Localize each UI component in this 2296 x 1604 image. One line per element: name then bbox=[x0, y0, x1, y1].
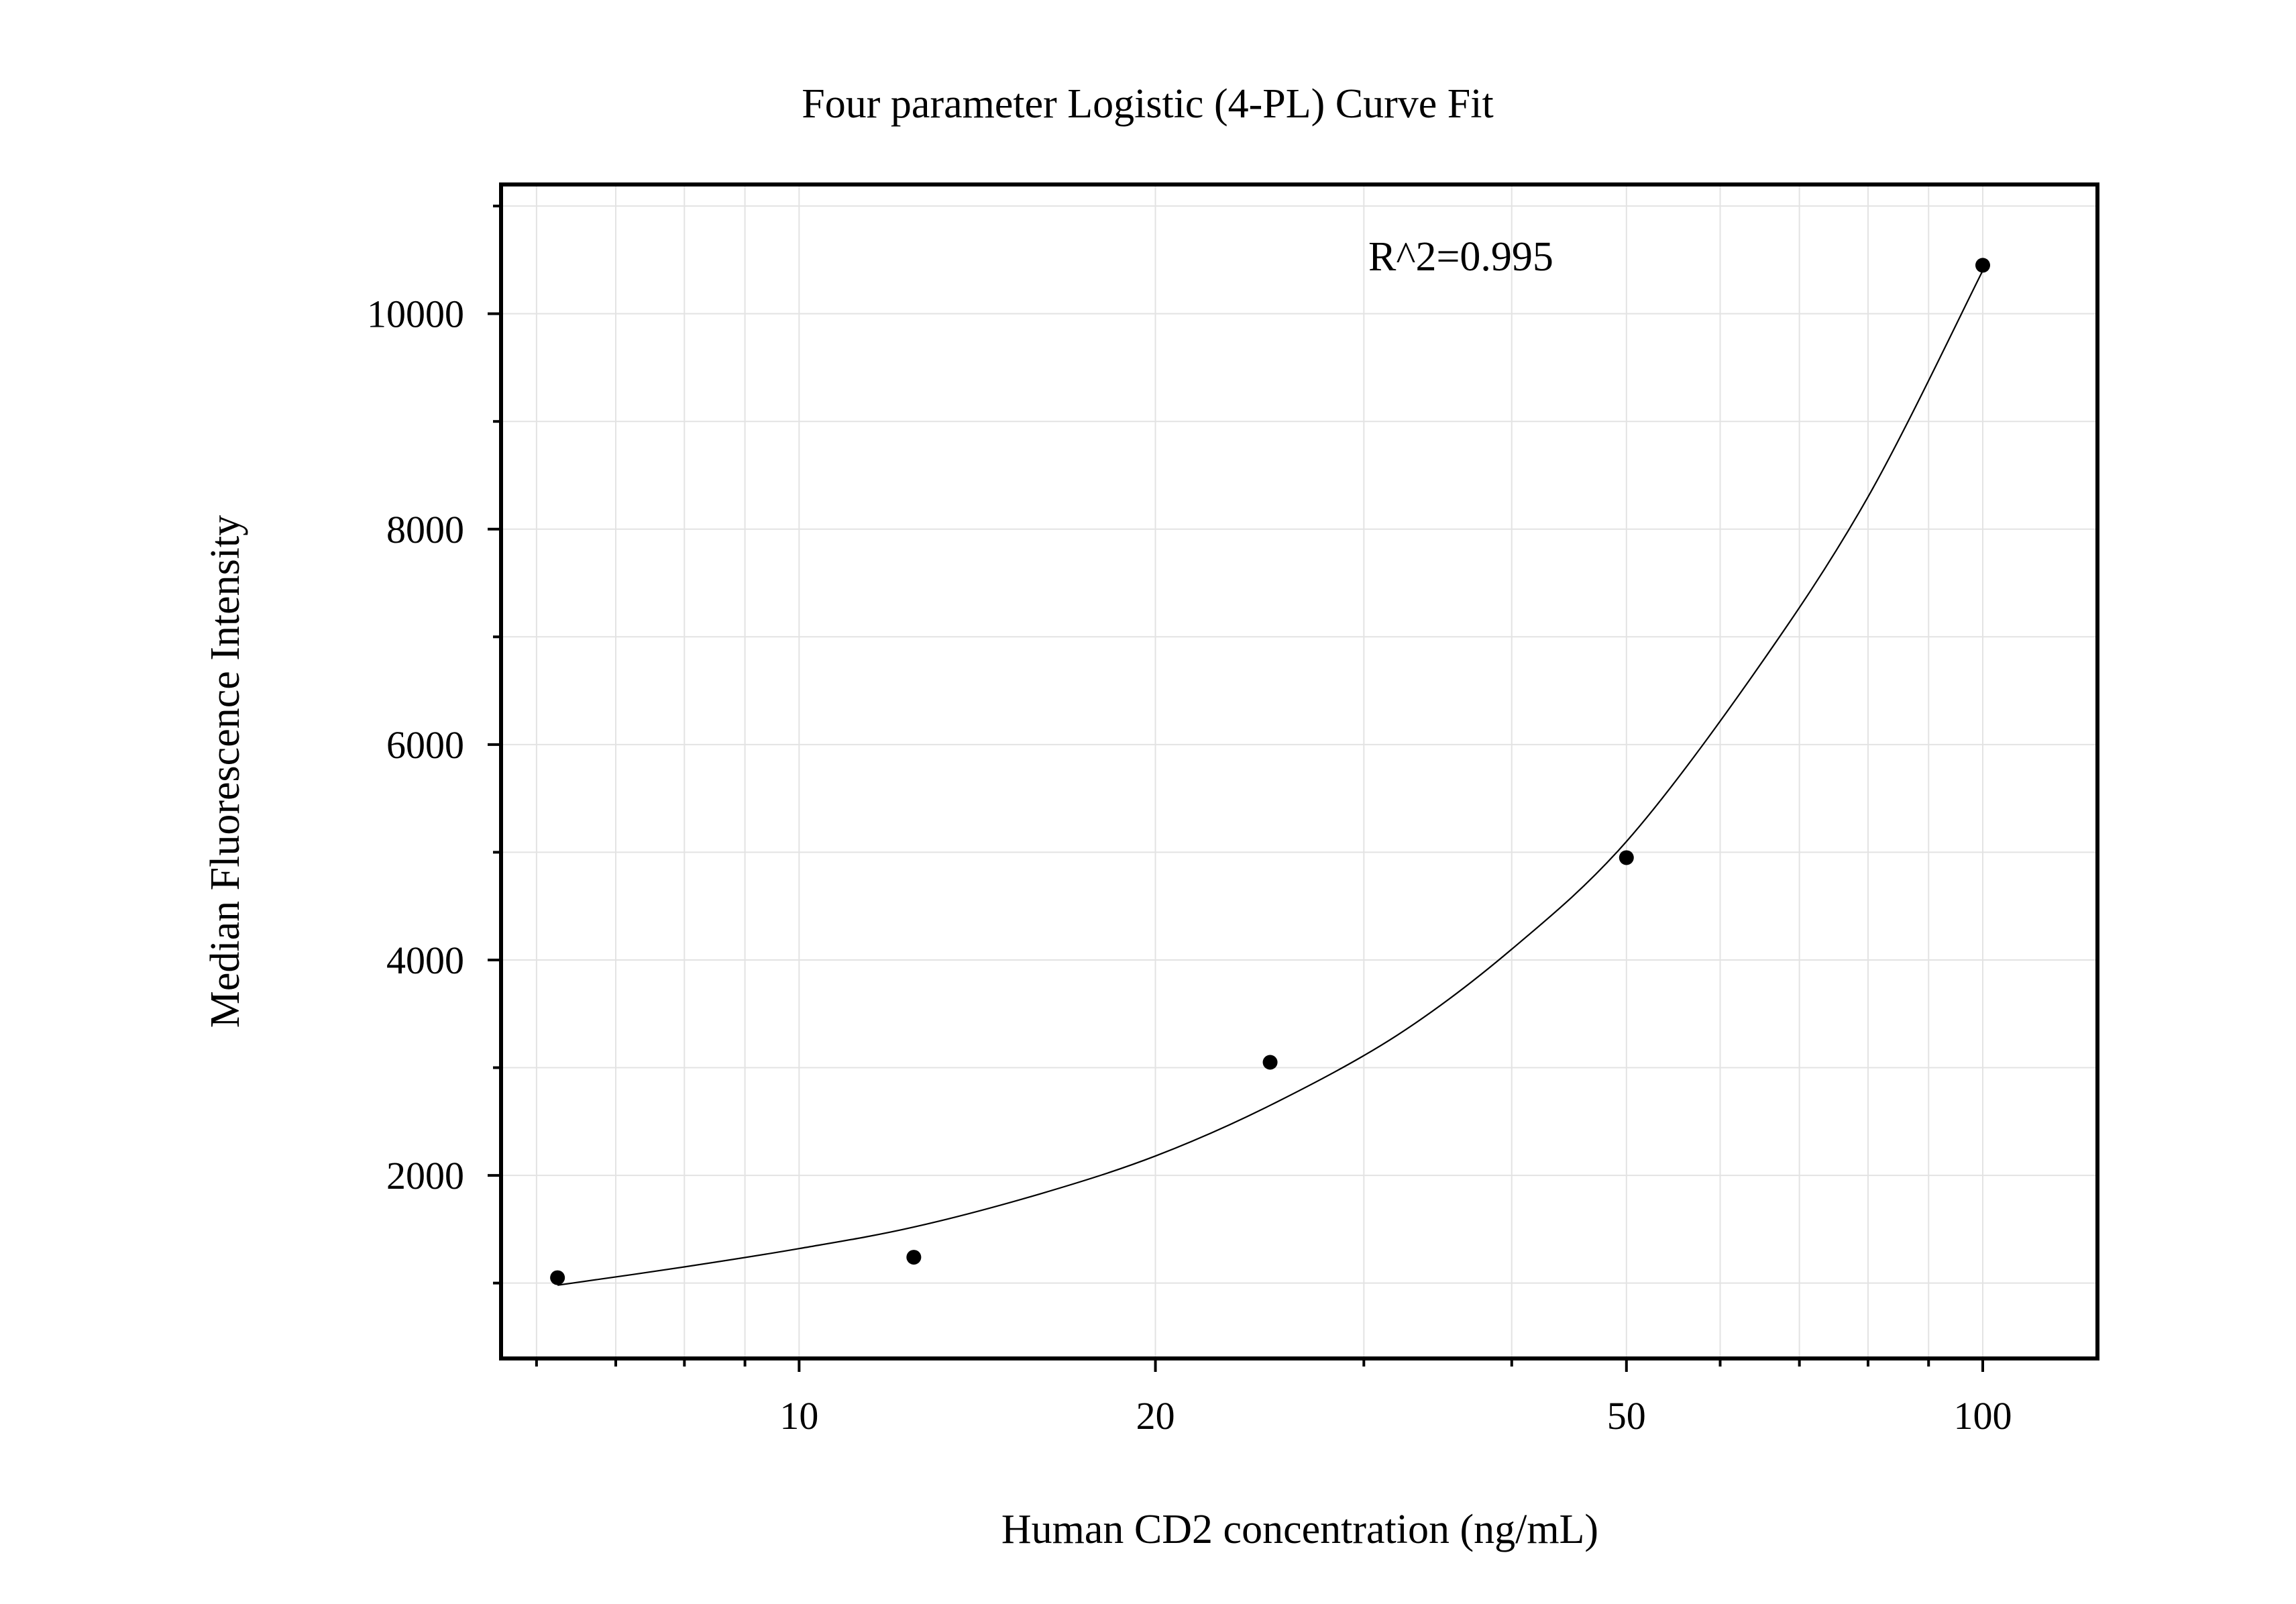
plot-frame bbox=[499, 182, 2099, 1360]
x-tick-labels: 10 20 50 100 bbox=[779, 1394, 2012, 1438]
data-point bbox=[1619, 850, 1634, 865]
y-tick-label: 8000 bbox=[386, 508, 464, 551]
data-points bbox=[550, 258, 1990, 1285]
r-squared-annotation: R^2=0.995 bbox=[1368, 234, 1553, 280]
data-point bbox=[1975, 258, 1990, 273]
y-tick-label: 4000 bbox=[386, 939, 464, 982]
data-point bbox=[906, 1250, 922, 1265]
x-axis-label: Human CD2 concentration (ng/mL) bbox=[1001, 1507, 1598, 1552]
y-tick-labels: 2000 4000 6000 8000 10000 bbox=[367, 292, 464, 1197]
data-point bbox=[550, 1270, 565, 1285]
fit-curve bbox=[557, 270, 1983, 1286]
y-axis-label: Median Fluorescence Intensity bbox=[203, 515, 248, 1028]
y-tick-label: 6000 bbox=[386, 723, 464, 767]
x-tick-label: 100 bbox=[1953, 1394, 2012, 1438]
major-ticks bbox=[488, 312, 1984, 1372]
data-point bbox=[1262, 1055, 1278, 1070]
chart-title: Four parameter Logistic (4-PL) Curve Fit bbox=[802, 81, 1493, 127]
x-tick-label: 10 bbox=[779, 1394, 818, 1438]
x-tick-label: 50 bbox=[1607, 1394, 1646, 1438]
x-tick-label: 20 bbox=[1136, 1394, 1175, 1438]
minor-ticks bbox=[493, 205, 1930, 1367]
grid bbox=[501, 184, 2097, 1358]
y-tick-label: 2000 bbox=[386, 1154, 464, 1197]
y-tick-label: 10000 bbox=[367, 292, 464, 336]
